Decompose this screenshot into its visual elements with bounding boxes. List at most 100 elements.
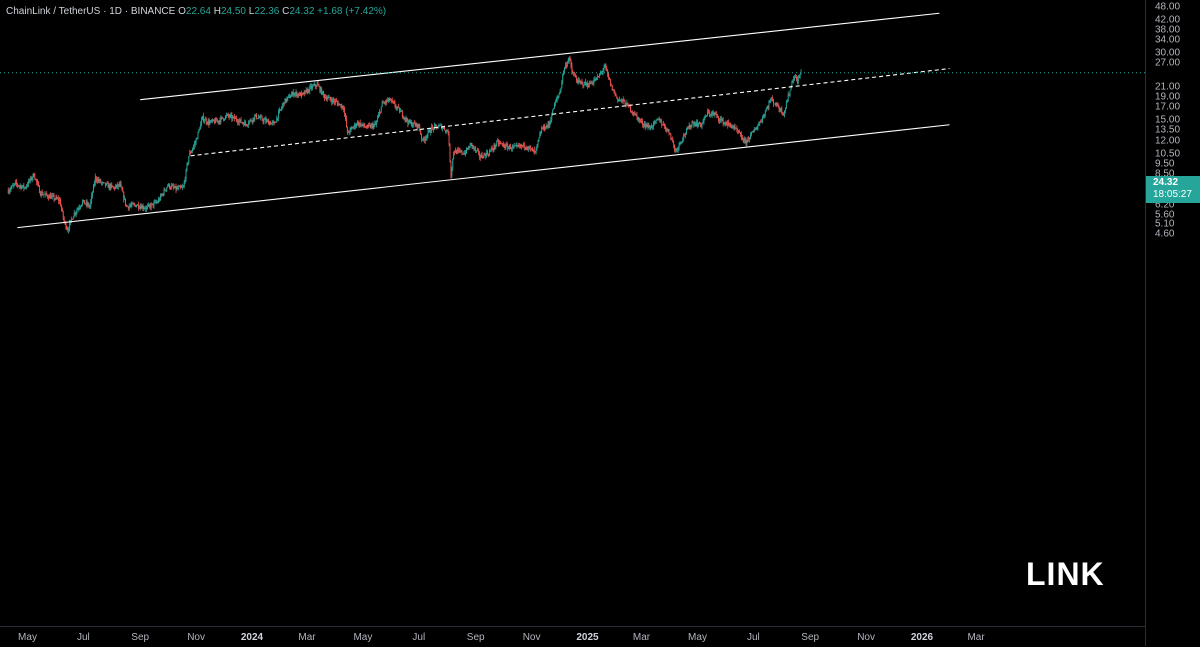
candle-up: [510, 148, 512, 150]
candle-up: [650, 125, 652, 130]
time-axis[interactable]: May Jul Sep Nov 2024 Mar May Jul Sep Nov 2025 Mar Ma…: [0, 626, 1145, 647]
chart-plot-area[interactable]: [0, 0, 1145, 626]
candle-up: [667, 129, 669, 131]
candle-up: [430, 131, 432, 133]
candle-down: [642, 120, 643, 125]
candlestick-chart[interactable]: [0, 0, 1145, 626]
candle-down: [109, 184, 111, 189]
candle-down: [487, 152, 489, 155]
price-axis-tick: 12.00: [1155, 135, 1181, 147]
candle-up: [19, 185, 21, 187]
candle-up: [434, 125, 436, 126]
candle-up: [272, 122, 274, 123]
legend-symbol[interactable]: ChainLink / TetherUS · 1D · BINANCE: [6, 6, 176, 17]
candle-down: [71, 219, 73, 220]
candle-down: [585, 81, 587, 85]
candle-down: [413, 122, 415, 124]
price-axis-tick: 38.00: [1155, 24, 1181, 36]
candle-up: [679, 142, 681, 144]
candle-up: [453, 152, 455, 159]
candle-up: [80, 206, 82, 208]
candle-up: [91, 195, 93, 201]
candle-down: [752, 130, 754, 132]
candle-up: [685, 133, 686, 135]
candle-up: [599, 73, 601, 75]
candle-down: [411, 121, 412, 126]
candle-up: [290, 96, 291, 99]
candle-up: [422, 138, 423, 140]
candle-up: [373, 124, 375, 128]
candle-up: [686, 128, 688, 130]
candle-down: [302, 92, 303, 94]
candle-down: [775, 104, 777, 106]
price-axis[interactable]: 48.00 42.00 38.00 34.00 30.00 27.00 21.00 19.00…: [1145, 0, 1200, 646]
candle-down: [450, 161, 452, 176]
candle-down: [498, 140, 500, 144]
candle-up: [182, 186, 184, 188]
candle-down: [737, 130, 739, 132]
candle-up: [193, 143, 195, 147]
candle-up: [505, 144, 507, 148]
candle-down: [261, 116, 263, 120]
candle-down: [484, 154, 486, 155]
legend-close-label: C: [282, 6, 290, 17]
candle-up: [381, 102, 383, 107]
candle-down: [36, 179, 38, 182]
candle-down: [494, 144, 496, 148]
price-axis-tick: 6.20: [1155, 199, 1175, 211]
candle-down: [363, 123, 365, 127]
price-axis-tick: 27.00: [1155, 57, 1181, 69]
candle-up: [604, 64, 606, 68]
candle-down: [730, 123, 731, 126]
candle-down: [687, 128, 689, 130]
candle-down: [285, 98, 287, 102]
candle-up: [137, 204, 138, 206]
candle-up: [656, 119, 658, 121]
candle-up: [698, 121, 700, 125]
candle-down: [125, 198, 127, 205]
candle-down: [361, 124, 363, 125]
candle-down: [205, 119, 207, 123]
candle-up: [171, 185, 173, 187]
candle-down: [477, 150, 478, 152]
candle-up: [620, 99, 622, 101]
candle-down: [587, 86, 589, 87]
candle-down: [242, 122, 244, 124]
candle-down: [303, 92, 305, 95]
candle-up: [199, 129, 201, 130]
candle-down: [16, 181, 17, 184]
candle-up: [214, 118, 216, 124]
candle-up: [264, 119, 266, 120]
candle-down: [697, 122, 698, 127]
candle-up: [327, 97, 329, 99]
candle-up: [196, 138, 198, 140]
candle-down: [454, 152, 456, 153]
candle-up: [124, 198, 126, 200]
candle-up: [341, 105, 343, 108]
candle-down: [503, 144, 505, 147]
candle-up: [588, 82, 590, 88]
candle-up: [362, 123, 364, 125]
candle-down: [162, 193, 164, 195]
candle-up: [297, 93, 299, 97]
candle-up: [417, 124, 419, 128]
candle-down: [401, 111, 403, 117]
candle-up: [761, 121, 763, 123]
candle-down: [391, 99, 393, 102]
candle-down: [394, 103, 396, 107]
candle-down: [449, 143, 451, 162]
candle-down: [569, 57, 571, 61]
candle-down: [323, 94, 325, 99]
candle-up: [115, 186, 116, 189]
candle-down: [88, 203, 90, 207]
candle-down: [473, 145, 475, 149]
candle-down: [366, 127, 368, 129]
candle-up: [189, 152, 191, 157]
candle-down: [692, 122, 694, 124]
candle-down: [86, 202, 88, 206]
candle-up: [18, 185, 20, 187]
candle-down: [269, 122, 271, 125]
candle-down: [636, 114, 638, 117]
candle-down: [674, 144, 675, 150]
candle-down: [466, 148, 468, 150]
